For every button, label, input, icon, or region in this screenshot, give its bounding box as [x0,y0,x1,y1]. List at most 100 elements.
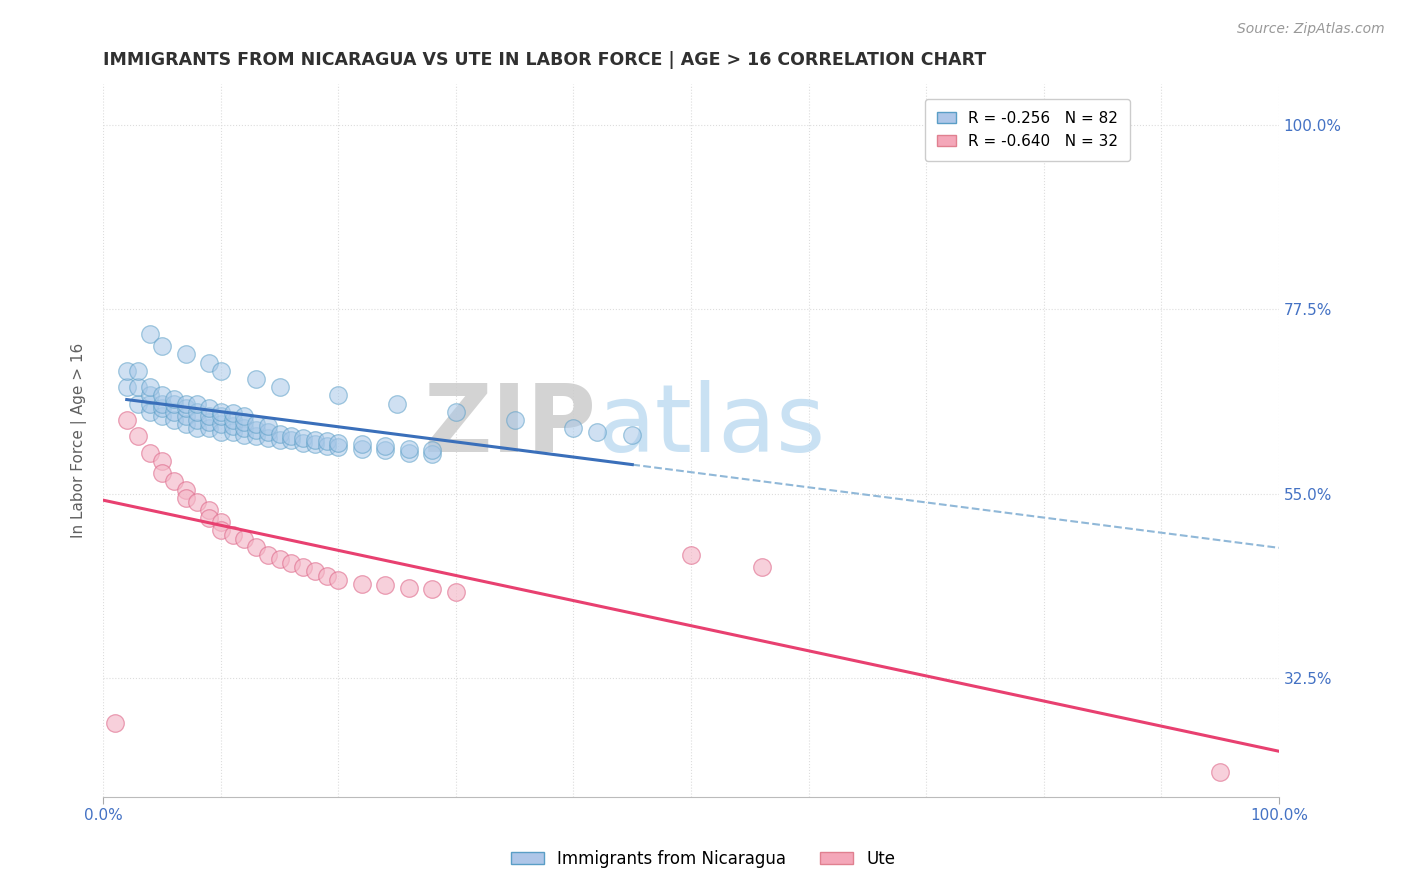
Point [150,339,173,353]
Point [198,409,221,423]
Point [150,466,173,480]
Point [150,409,173,423]
Point [198,421,221,435]
Point [233,427,256,442]
Point [350,437,373,451]
Point [174,401,197,415]
Point [186,396,208,410]
Point [198,355,221,369]
Point [104,715,127,730]
Point [139,388,162,402]
Point [385,396,408,410]
Point [139,380,162,394]
Point [115,364,138,378]
Point [221,406,243,420]
Point [115,380,138,394]
Point [163,396,186,410]
Point [233,409,256,423]
Point [174,396,197,410]
Point [562,421,585,435]
Point [186,405,208,419]
Point [186,413,208,427]
Point [304,433,326,447]
Point [198,415,221,429]
Point [174,491,197,505]
Point [115,413,138,427]
Point [304,565,326,579]
Point [422,443,444,458]
Point [209,425,232,440]
Point [280,434,302,448]
Point [751,560,773,574]
Point [350,576,373,591]
Point [209,516,232,530]
Point [186,421,208,435]
Point [150,388,173,402]
Point [150,454,173,468]
Point [269,380,291,394]
Point [315,568,337,582]
Point [374,439,396,453]
Point [174,409,197,423]
Point [245,423,267,437]
Point [221,425,243,440]
Point [328,435,350,450]
Point [139,405,162,419]
Point [256,548,278,562]
Point [174,347,197,361]
Point [198,503,221,517]
Point [350,442,373,456]
Point [315,434,337,449]
Point [256,419,278,434]
Point [503,413,526,427]
Point [209,417,232,431]
Point [209,364,232,378]
Point [328,573,350,587]
Point [444,585,467,599]
Point [163,413,186,427]
Point [280,429,302,443]
Point [209,409,232,423]
Point [269,433,291,447]
Point [150,396,173,410]
Point [163,405,186,419]
Point [1209,765,1232,780]
Point [150,401,173,415]
Point [221,527,243,541]
Point [245,417,267,431]
Point [374,443,396,458]
Point [221,418,243,433]
Point [198,511,221,525]
Text: ZIP: ZIP [425,380,598,472]
Text: Source: ZipAtlas.com: Source: ZipAtlas.com [1237,22,1385,37]
Point [233,532,256,546]
Point [304,437,326,451]
Point [256,431,278,445]
Point [139,445,162,459]
Point [245,429,267,443]
Point [233,421,256,435]
Point [444,405,467,419]
Point [280,556,302,570]
Point [422,582,444,597]
Point [245,372,267,386]
Point [328,440,350,454]
Point [127,380,149,394]
Point [139,396,162,410]
Point [292,435,315,450]
Point [233,415,256,429]
Point [163,392,186,407]
Point [198,401,221,415]
Point [586,425,609,440]
Point [245,540,267,554]
Y-axis label: In Labor Force | Age > 16: In Labor Force | Age > 16 [72,343,87,538]
Point [186,495,208,509]
Point [209,524,232,538]
Point [315,439,337,453]
Point [174,483,197,497]
Point [221,413,243,427]
Point [328,388,350,402]
Point [681,548,703,562]
Legend: R = -0.256   N = 82, R = -0.640   N = 32: R = -0.256 N = 82, R = -0.640 N = 32 [925,99,1130,161]
Point [209,405,232,419]
